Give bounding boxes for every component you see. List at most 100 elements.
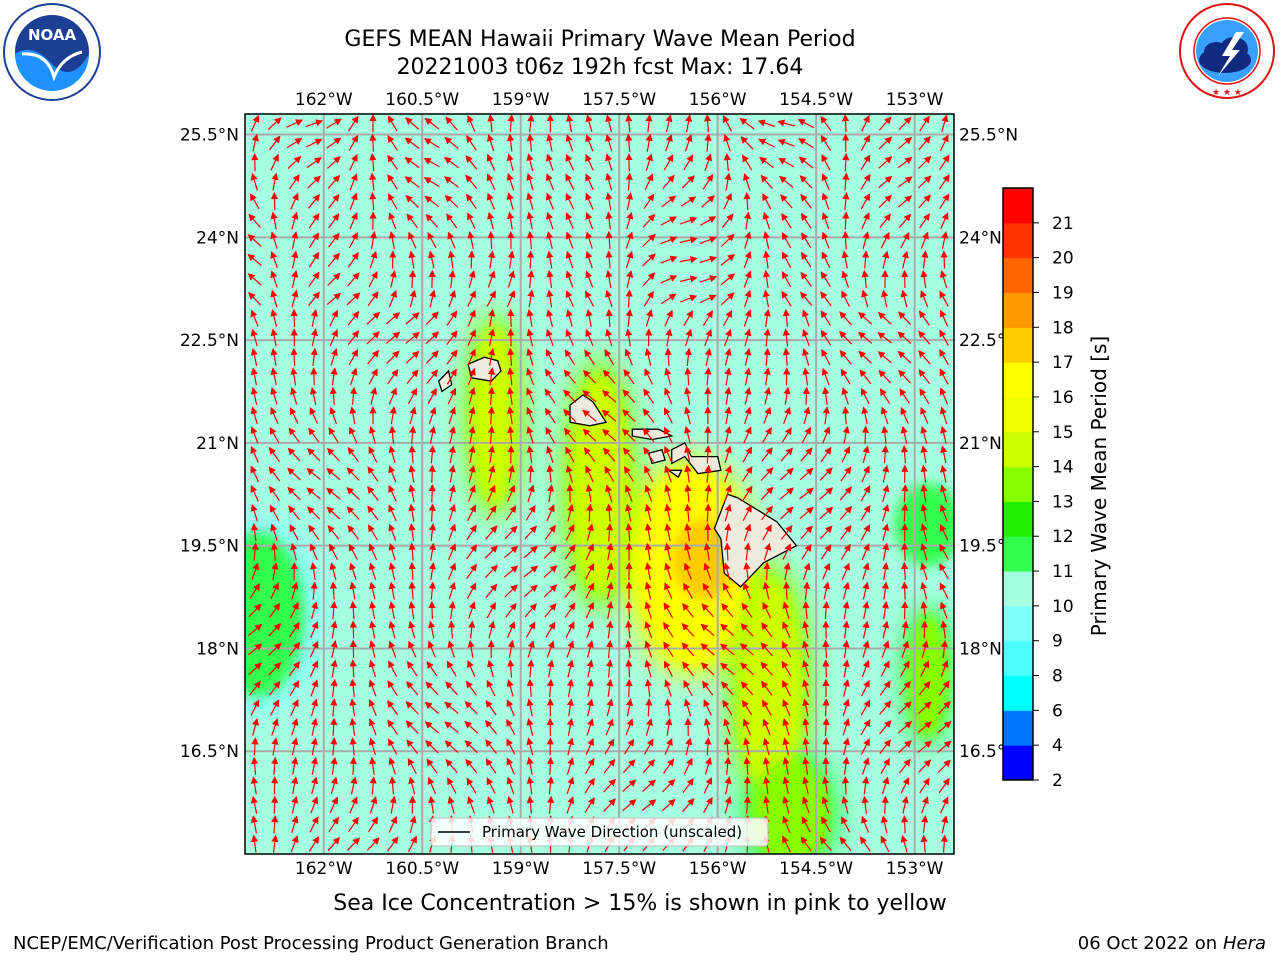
wave-arrow (466, 135, 477, 151)
wave-arrow (526, 426, 534, 444)
wave-arrow (405, 331, 420, 344)
wave-arrow (722, 582, 733, 599)
wave-arrow (783, 386, 791, 405)
wave-arrow (721, 213, 734, 229)
wave-arrow (783, 406, 791, 425)
wave-arrow (939, 368, 949, 385)
wave-arrow (348, 115, 359, 132)
wave-arrow (484, 545, 498, 559)
wave-arrow (761, 622, 773, 638)
x-tick-labels-top: 162°W 160.5°W 159°W 157.5°W 156°W 154.5°W 153°… (295, 90, 944, 110)
wave-arrow (368, 543, 378, 561)
wave-arrow (444, 176, 459, 188)
wave-arrow (861, 212, 870, 230)
wave-arrow (603, 447, 616, 462)
wave-arrow (290, 192, 299, 210)
wave-arrow (525, 621, 536, 638)
wave-arrow (882, 542, 890, 561)
wave-arrow (487, 211, 495, 230)
wave-arrow (858, 350, 872, 364)
colorbar-segment (1003, 396, 1033, 433)
colorbar-segment (1003, 362, 1033, 398)
y-tick-label-left: 18°N (196, 639, 239, 659)
wave-arrow (369, 172, 377, 191)
y-tick-label-right: 25.5°N (959, 126, 1018, 146)
wave-arrow (486, 290, 496, 307)
wave-arrow (545, 192, 554, 210)
wave-arrow (326, 467, 341, 481)
wave-arrow (408, 250, 416, 269)
wave-arrow (506, 153, 514, 172)
wave-arrow (504, 525, 518, 540)
wave-arrow (939, 134, 949, 152)
wave-arrow (527, 269, 535, 289)
wave-arrow (783, 562, 791, 581)
wave-arrow (408, 484, 416, 503)
wave-arrow (763, 406, 772, 424)
colorbar-label: Primary Wave Mean Period [s] (1087, 336, 1111, 637)
wave-arrow (797, 119, 815, 129)
wave-arrow (760, 486, 774, 501)
x-tick-label-top: 157.5°W (582, 90, 656, 110)
wave-arrow (349, 153, 358, 171)
wave-arrow (564, 602, 576, 618)
wave-arrow (308, 271, 320, 287)
wave-arrow (526, 211, 534, 230)
wave-arrow (898, 116, 912, 131)
wave-arrow (428, 620, 436, 639)
wave-arrow (920, 620, 929, 639)
wave-arrow (428, 503, 436, 522)
wave-arrow (487, 445, 496, 464)
wave-arrow (506, 172, 515, 191)
wave-arrow (424, 117, 440, 130)
y-tick-label-left: 21°N (196, 434, 239, 454)
wave-arrow (367, 505, 379, 521)
wave-arrow (761, 447, 773, 462)
wave-arrow (606, 542, 614, 561)
wave-arrow (680, 196, 697, 207)
wave-arrow (306, 468, 321, 481)
wave-arrow (250, 503, 258, 522)
wave-arrow (861, 289, 869, 308)
wave-arrow (428, 600, 436, 620)
wave-arrow (841, 387, 849, 405)
wave-arrow (664, 309, 673, 327)
wave-arrow (289, 407, 299, 424)
y-tick-label-right: 18°N (959, 639, 1002, 659)
wave-arrow (822, 600, 830, 620)
wave-arrow (349, 386, 358, 405)
wave-arrow (939, 582, 949, 599)
wave-arrow (546, 211, 554, 230)
wave-arrow (645, 133, 653, 152)
colorbar-segment (1003, 571, 1033, 607)
wave-arrow (545, 348, 555, 366)
wave-arrow (803, 406, 811, 425)
wave-arrow (585, 328, 594, 347)
wave-arrow (387, 154, 399, 171)
wave-arrow (347, 272, 360, 287)
wave-arrow (447, 543, 457, 561)
wave-arrow (404, 137, 420, 149)
wave-arrow (684, 542, 692, 561)
wave-arrow (446, 330, 458, 346)
wave-arrow (250, 484, 259, 502)
wave-arrow (564, 349, 576, 365)
wave-arrow (486, 505, 497, 521)
wave-arrow (408, 464, 416, 483)
wave-arrow (762, 211, 771, 230)
wave-arrow (821, 192, 830, 210)
wave-arrow (860, 193, 871, 210)
wave-arrow (487, 386, 495, 405)
wave-arrow (723, 328, 732, 347)
wave-arrow (269, 504, 280, 521)
wave-arrow (448, 425, 456, 444)
wave-arrow (527, 484, 535, 503)
wave-arrow (743, 542, 752, 561)
wave-arrow (661, 195, 677, 208)
legend-label: Primary Wave Direction (unscaled) (482, 823, 742, 841)
wave-arrow (839, 330, 852, 345)
wave-arrow (250, 523, 259, 542)
wave-arrow (700, 623, 715, 637)
wave-arrow (901, 503, 909, 522)
wave-arrow (921, 250, 929, 269)
